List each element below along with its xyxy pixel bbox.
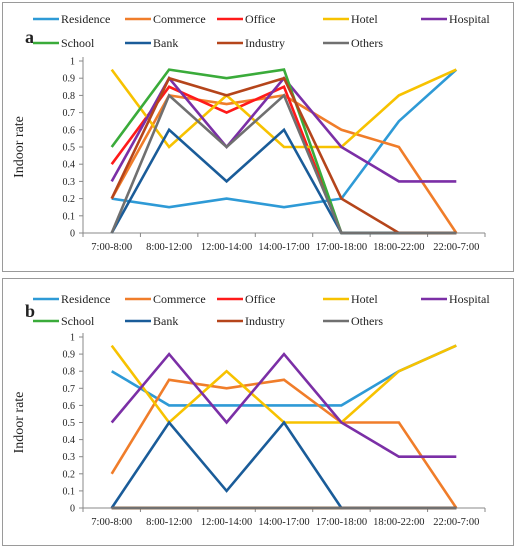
x-tick-label: 7:00-8:00 bbox=[91, 242, 132, 253]
y-tick-label: 0.8 bbox=[63, 91, 76, 102]
legend-label: Others bbox=[351, 36, 383, 50]
y-axis-label: Indoor rate bbox=[12, 392, 27, 454]
legend-label: Industry bbox=[245, 36, 285, 50]
y-tick-label: 0.3 bbox=[63, 452, 76, 463]
y-tick-label: 0.2 bbox=[63, 194, 76, 205]
legend-item-commerce: Commerce bbox=[125, 12, 206, 26]
legend-item-school: School bbox=[33, 314, 95, 328]
y-tick-label: 0.3 bbox=[63, 177, 76, 188]
legend-item-residence: Residence bbox=[33, 292, 110, 306]
y-tick-label: 0.9 bbox=[63, 350, 76, 361]
x-tick-label: 14:00-17:00 bbox=[258, 517, 309, 528]
y-tick-label: 0 bbox=[70, 229, 75, 240]
legend-item-industry: Industry bbox=[217, 314, 285, 328]
y-tick-label: 0.4 bbox=[63, 160, 76, 171]
x-tick-label: 7:00-8:00 bbox=[91, 517, 132, 528]
y-tick-label: 0.4 bbox=[63, 435, 76, 446]
series-line-hotel bbox=[110, 68, 457, 149]
y-tick-label: 0.7 bbox=[63, 384, 76, 395]
series-line-hotel bbox=[110, 344, 457, 425]
y-tick-label: 0.2 bbox=[63, 469, 76, 480]
legend-item-hospital: Hospital bbox=[421, 12, 490, 26]
legend-item-hotel: Hotel bbox=[323, 292, 378, 306]
legend-item-others: Others bbox=[323, 314, 383, 328]
y-tick-label: 0 bbox=[70, 504, 75, 515]
legend-label: Residence bbox=[61, 292, 110, 306]
legend-label: Hospital bbox=[449, 12, 490, 26]
legend-item-others: Others bbox=[323, 36, 383, 50]
panel-label: a bbox=[25, 27, 34, 47]
legend-item-office: Office bbox=[217, 292, 275, 306]
legend-item-bank: Bank bbox=[125, 314, 178, 328]
legend-label: Industry bbox=[245, 314, 285, 328]
y-tick-label: 0.1 bbox=[63, 486, 76, 497]
legend-item-hospital: Hospital bbox=[421, 292, 490, 306]
legend-item-residence: Residence bbox=[33, 12, 110, 26]
legend-item-industry: Industry bbox=[217, 36, 285, 50]
y-tick-label: 0.7 bbox=[63, 108, 76, 119]
chart-b: b Indoor rate 0 0.1 0.2 0.3 0.4 0.5 0.6 0.7 0.8 0.9… bbox=[12, 292, 490, 528]
legend-item-office: Office bbox=[217, 12, 275, 26]
legend-label: School bbox=[61, 314, 95, 328]
y-tick-label: 0.5 bbox=[63, 143, 76, 154]
legend-item-bank: Bank bbox=[125, 36, 178, 50]
x-tick-label: 18:00-22:00 bbox=[373, 242, 424, 253]
y-axis-label: Indoor rate bbox=[12, 116, 27, 178]
series-line-others bbox=[110, 93, 457, 235]
series-line-commerce bbox=[110, 378, 458, 509]
y-tick-label: 0.5 bbox=[63, 418, 76, 429]
legend-label: Hotel bbox=[351, 292, 378, 306]
legend-label: School bbox=[61, 36, 95, 50]
legend-label: Hospital bbox=[449, 292, 490, 306]
y-tick-label: 0.8 bbox=[63, 367, 76, 378]
y-tick-label: 0.6 bbox=[63, 401, 76, 412]
legend-item-school: School bbox=[33, 36, 95, 50]
legend-label: Commerce bbox=[153, 292, 206, 306]
y-tick-label: 0.6 bbox=[63, 125, 76, 136]
series-line-bank bbox=[110, 420, 457, 510]
legend-label: Bank bbox=[153, 314, 178, 328]
legend-label: Office bbox=[245, 12, 275, 26]
x-tick-label: 8:00-12:00 bbox=[146, 517, 192, 528]
legend-label: Residence bbox=[61, 12, 110, 26]
y-tick-label: 1 bbox=[70, 333, 75, 344]
chart-panel-a: a Indoor rate 0 0.1 0.2 0.3 0.4 0.5 0.6 0.7 0.8 0.9… bbox=[2, 2, 514, 272]
y-tick-label: 0.9 bbox=[63, 74, 76, 85]
legend-item-hotel: Hotel bbox=[323, 12, 378, 26]
legend-label: Others bbox=[351, 314, 383, 328]
legend-label: Office bbox=[245, 292, 275, 306]
series-line-hospital bbox=[110, 352, 457, 458]
chart-panel-b: b Indoor rate 0 0.1 0.2 0.3 0.4 0.5 0.6 0.7 0.8 0.9… bbox=[2, 278, 514, 546]
x-tick-label: 18:00-22:00 bbox=[373, 517, 424, 528]
y-tick-label: 1 bbox=[70, 57, 75, 68]
legend-label: Commerce bbox=[153, 12, 206, 26]
legend-label: Hotel bbox=[351, 12, 378, 26]
x-tick-label: 12:00-14:00 bbox=[201, 517, 252, 528]
x-tick-label: 8:00-12:00 bbox=[146, 242, 192, 253]
x-tick-label: 17:00-18:00 bbox=[316, 242, 367, 253]
legend-label: Bank bbox=[153, 36, 178, 50]
x-tick-label: 22:00-7:00 bbox=[433, 242, 479, 253]
series-line-residence bbox=[111, 68, 458, 209]
x-tick-label: 22:00-7:00 bbox=[433, 517, 479, 528]
chart-a: a Indoor rate 0 0.1 0.2 0.3 0.4 0.5 0.6 0.7 0.8 0.9… bbox=[12, 12, 490, 253]
x-tick-label: 14:00-17:00 bbox=[258, 242, 309, 253]
x-tick-label: 12:00-14:00 bbox=[201, 242, 252, 253]
y-tick-label: 0.1 bbox=[63, 211, 76, 222]
x-tick-label: 17:00-18:00 bbox=[316, 517, 367, 528]
panel-label: b bbox=[25, 301, 35, 321]
legend-item-commerce: Commerce bbox=[125, 292, 206, 306]
